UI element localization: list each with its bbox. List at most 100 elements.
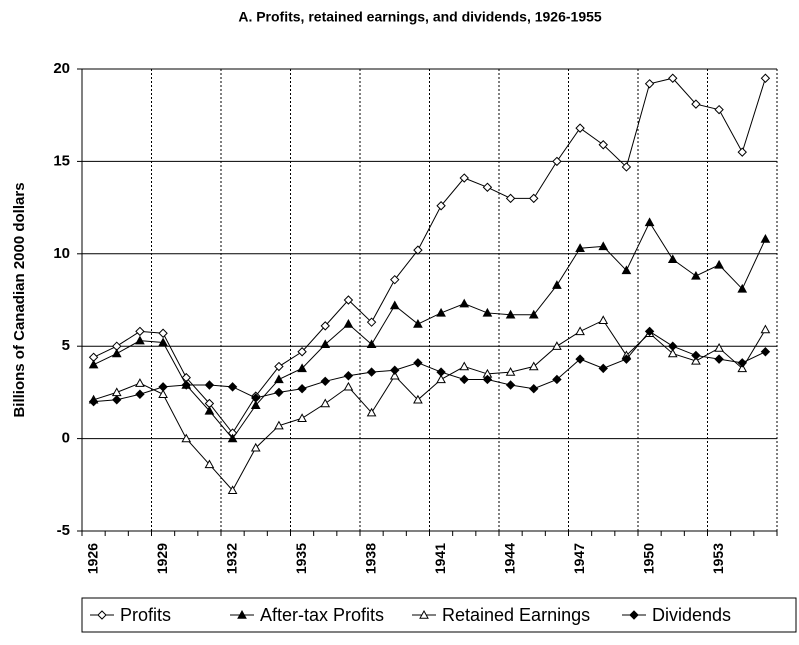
marker [413, 245, 423, 255]
marker [528, 309, 539, 319]
marker [158, 382, 168, 392]
marker [691, 270, 701, 280]
marker [111, 348, 122, 358]
marker [459, 298, 470, 308]
marker [366, 407, 377, 417]
marker [366, 339, 377, 349]
marker [297, 363, 307, 373]
marker [528, 361, 539, 371]
marker [575, 243, 585, 252]
marker [343, 381, 354, 391]
marker [621, 265, 632, 275]
marker [529, 193, 539, 204]
marker [644, 217, 655, 227]
marker [413, 394, 423, 404]
marker [112, 395, 122, 405]
marker [760, 233, 771, 243]
marker [436, 374, 446, 384]
marker [691, 99, 701, 109]
marker [668, 341, 678, 351]
marker [621, 354, 632, 364]
y-tick-label: 20 [53, 60, 70, 77]
marker [250, 400, 261, 410]
marker [135, 335, 145, 345]
marker [505, 193, 516, 204]
marker [320, 321, 330, 331]
marker [436, 367, 446, 377]
legend-box [81, 597, 797, 633]
y-tick-label: 0 [62, 430, 70, 447]
marker [419, 609, 429, 619]
marker [760, 73, 771, 83]
marker [297, 383, 307, 394]
marker [459, 173, 469, 183]
marker [737, 147, 747, 157]
x-tick-label: 1932 [223, 543, 239, 574]
marker [505, 309, 516, 319]
marker [505, 367, 516, 376]
marker [714, 354, 724, 364]
x-tick-label: 1938 [362, 543, 378, 574]
marker [227, 485, 238, 495]
marker [389, 370, 400, 380]
marker [366, 367, 377, 377]
y-tick-label: 10 [53, 245, 70, 262]
x-tick-label: 1929 [154, 543, 170, 574]
marker [621, 162, 632, 172]
marker [181, 380, 191, 390]
marker [552, 156, 562, 167]
y-tick-label: 15 [53, 152, 70, 169]
marker [714, 343, 724, 352]
x-tick-label: 1926 [84, 543, 100, 574]
marker [390, 365, 400, 375]
marker [320, 376, 330, 387]
marker [644, 326, 655, 337]
marker [760, 324, 771, 334]
x-tick-label: 1944 [501, 543, 517, 574]
series-line [93, 221, 766, 440]
marker [598, 315, 609, 325]
marker [436, 201, 446, 211]
marker [575, 354, 585, 364]
marker [97, 610, 107, 620]
marker [413, 358, 423, 368]
marker [459, 361, 470, 371]
legend-label: Dividends [652, 605, 731, 625]
marker [250, 442, 261, 452]
marker [644, 79, 655, 89]
series-line [93, 77, 766, 434]
marker [575, 123, 585, 133]
marker [343, 295, 354, 305]
marker [320, 339, 331, 349]
marker [737, 283, 748, 293]
marker [598, 241, 609, 251]
marker [482, 374, 493, 385]
marker [529, 383, 539, 394]
marker [320, 398, 331, 408]
marker [552, 341, 562, 350]
marker [135, 326, 145, 337]
marker [598, 363, 608, 374]
marker [390, 274, 400, 285]
marker [436, 307, 446, 317]
marker [135, 389, 145, 399]
marker [413, 318, 423, 328]
marker [88, 359, 99, 369]
marker [552, 280, 562, 289]
marker [714, 104, 724, 115]
marker [111, 387, 122, 397]
marker [366, 317, 377, 327]
marker [482, 182, 493, 192]
marker [552, 374, 562, 385]
x-tick-label: 1935 [293, 543, 309, 574]
marker [389, 300, 400, 310]
y-axis-label: Billions of Canadian 2000 dollars [11, 182, 28, 417]
marker [297, 347, 307, 357]
marker [691, 350, 701, 361]
x-tick-label: 1950 [640, 543, 656, 574]
marker [459, 374, 469, 385]
x-tick-label: 1947 [571, 543, 587, 574]
marker [227, 433, 238, 443]
marker [181, 433, 192, 443]
